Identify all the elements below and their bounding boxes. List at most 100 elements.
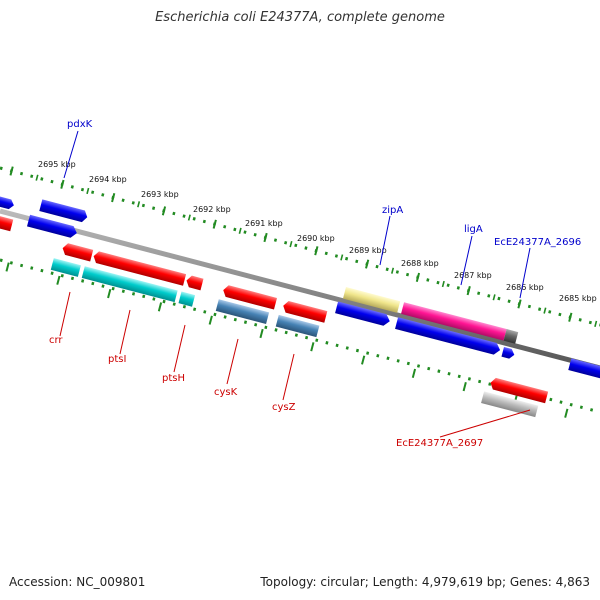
leader-line — [63, 130, 79, 179]
ruler-tick — [263, 232, 268, 243]
ruler-tick — [411, 368, 417, 378]
cds-red-ptsH — [186, 275, 204, 291]
ruler-tick — [415, 272, 421, 282]
tick-label: 2687 kbp — [454, 271, 492, 280]
leader-line — [59, 291, 71, 337]
ruler-tick — [543, 307, 547, 314]
ruler-tick — [365, 259, 370, 269]
ruler-tick — [157, 302, 163, 312]
ruler-tick — [161, 206, 167, 216]
cds-forward-ligA-lower — [395, 317, 501, 355]
ruler-tick — [340, 254, 344, 261]
ruler-tick — [441, 280, 445, 288]
outer-dotted-line — [0, 166, 600, 327]
gene-label-EcE24377A-2697[interactable]: EcE24377A_2697 — [396, 438, 483, 449]
leader-line — [282, 353, 295, 401]
genome-summary-text: Topology: circular; Length: 4,979,619 bp… — [260, 575, 590, 589]
ruler-tick — [212, 219, 217, 229]
gene-label-cysZ[interactable]: cysZ — [272, 402, 296, 413]
ruler-tick — [594, 320, 598, 327]
ruler-tick — [111, 193, 116, 203]
cds-forward-zipA — [342, 287, 401, 313]
gene-label-EcE24377A-2696[interactable]: EcE24377A_2696 — [494, 237, 581, 248]
ruler-tick — [259, 328, 264, 339]
tick-label: 2691 kbp — [245, 219, 283, 228]
reverse-gene-labels: crr ptsI ptsH cysK cysZ EcE24377A_2697 — [49, 291, 531, 449]
ruler-tick — [187, 214, 191, 221]
tick-label: 2689 kbp — [349, 246, 387, 255]
cds-EcE24377A-2697 — [481, 391, 539, 418]
ruler-tick — [238, 227, 242, 234]
ruler-tick — [289, 241, 293, 248]
ruler-tick — [517, 299, 522, 309]
leader-line — [460, 235, 473, 286]
cds-crr — [50, 258, 81, 277]
ruler-tick — [310, 342, 315, 352]
gene-label-pdxK[interactable]: pdxK — [67, 119, 93, 130]
cds-forward-a — [0, 193, 14, 210]
leader-line — [379, 215, 391, 266]
forward-gene-labels: pdxK zipA ligA EcE24377A_2696 — [63, 119, 581, 299]
cds-forward-b — [26, 214, 77, 238]
ruler-tick — [5, 262, 10, 272]
cds-forward-pdxK — [39, 199, 88, 223]
tick-label: 2692 kbp — [193, 205, 231, 214]
gene-label-ptsI[interactable]: ptsI — [108, 354, 126, 365]
ruler-tick — [86, 187, 90, 195]
gene-label-crr[interactable]: crr — [49, 335, 63, 346]
leader-line — [119, 309, 131, 355]
cds-ptsI — [81, 266, 178, 303]
cds-forward-zipA-lower — [335, 301, 390, 326]
tick-label: 2695 kbp — [38, 160, 76, 169]
leader-line — [439, 409, 531, 438]
ruler-tick — [568, 312, 573, 322]
leader-line — [173, 324, 186, 373]
gene-label-cysK[interactable]: cysK — [214, 387, 238, 398]
cds-red-EcE24377A-2697 — [490, 377, 549, 404]
tick-label: 2690 kbp — [297, 234, 335, 243]
cds-forward-ligA-tail — [503, 329, 519, 344]
ruler-tick — [60, 179, 65, 189]
ruler-tick — [137, 201, 141, 208]
map-title: Escherichia coli E24377A, complete genom… — [155, 10, 445, 25]
tick-label: 2688 kbp — [401, 259, 439, 268]
ruler-tick — [9, 166, 14, 176]
cds-red-ptsI — [93, 251, 187, 286]
cds-red-cysZ — [283, 300, 328, 323]
leader-line — [226, 338, 239, 385]
ruler-tick — [35, 174, 39, 181]
cds-red-left — [0, 213, 14, 232]
reverse-strand — [0, 213, 549, 418]
gene-label-ligA[interactable]: ligA — [464, 224, 483, 235]
ruler-tick — [564, 408, 569, 418]
gene-label-ptsH[interactable]: ptsH — [162, 373, 185, 384]
ruler-tick — [314, 246, 319, 256]
ruler-tick — [56, 275, 61, 285]
ruler-tick — [208, 315, 213, 325]
cds-forward-ligA — [401, 302, 507, 341]
ruler-tick — [466, 286, 471, 296]
tick-label: 2694 kbp — [89, 175, 127, 184]
cds-red-crr — [62, 243, 94, 262]
ruler-tick — [107, 289, 112, 299]
cds-cysZ — [275, 314, 320, 338]
cds-red-cysK — [223, 285, 278, 310]
ruler-tick — [462, 382, 467, 392]
gene-label-zipA[interactable]: zipA — [382, 205, 403, 216]
tick-label: 2693 kbp — [141, 190, 179, 199]
cds-cysK — [215, 299, 270, 325]
forward-strand — [0, 193, 600, 383]
accession-text: Accession: NC_009801 — [9, 575, 146, 589]
ruler-tick — [492, 294, 496, 301]
leader-line — [519, 247, 531, 299]
tick-label: 2686 kbp — [506, 283, 544, 292]
ruler-tick — [361, 355, 366, 365]
cds-forward-EcE24377A-2696 — [501, 346, 515, 359]
cds-ptsH — [178, 291, 196, 307]
genome-backbone — [0, 208, 600, 371]
cds-forward-far-right — [568, 358, 600, 383]
tick-labels: 2695 kbp 2694 kbp 2693 kbp 2692 kbp 2691… — [38, 160, 597, 303]
ruler-tick — [391, 267, 395, 274]
tick-label: 2685 kbp — [559, 294, 597, 303]
